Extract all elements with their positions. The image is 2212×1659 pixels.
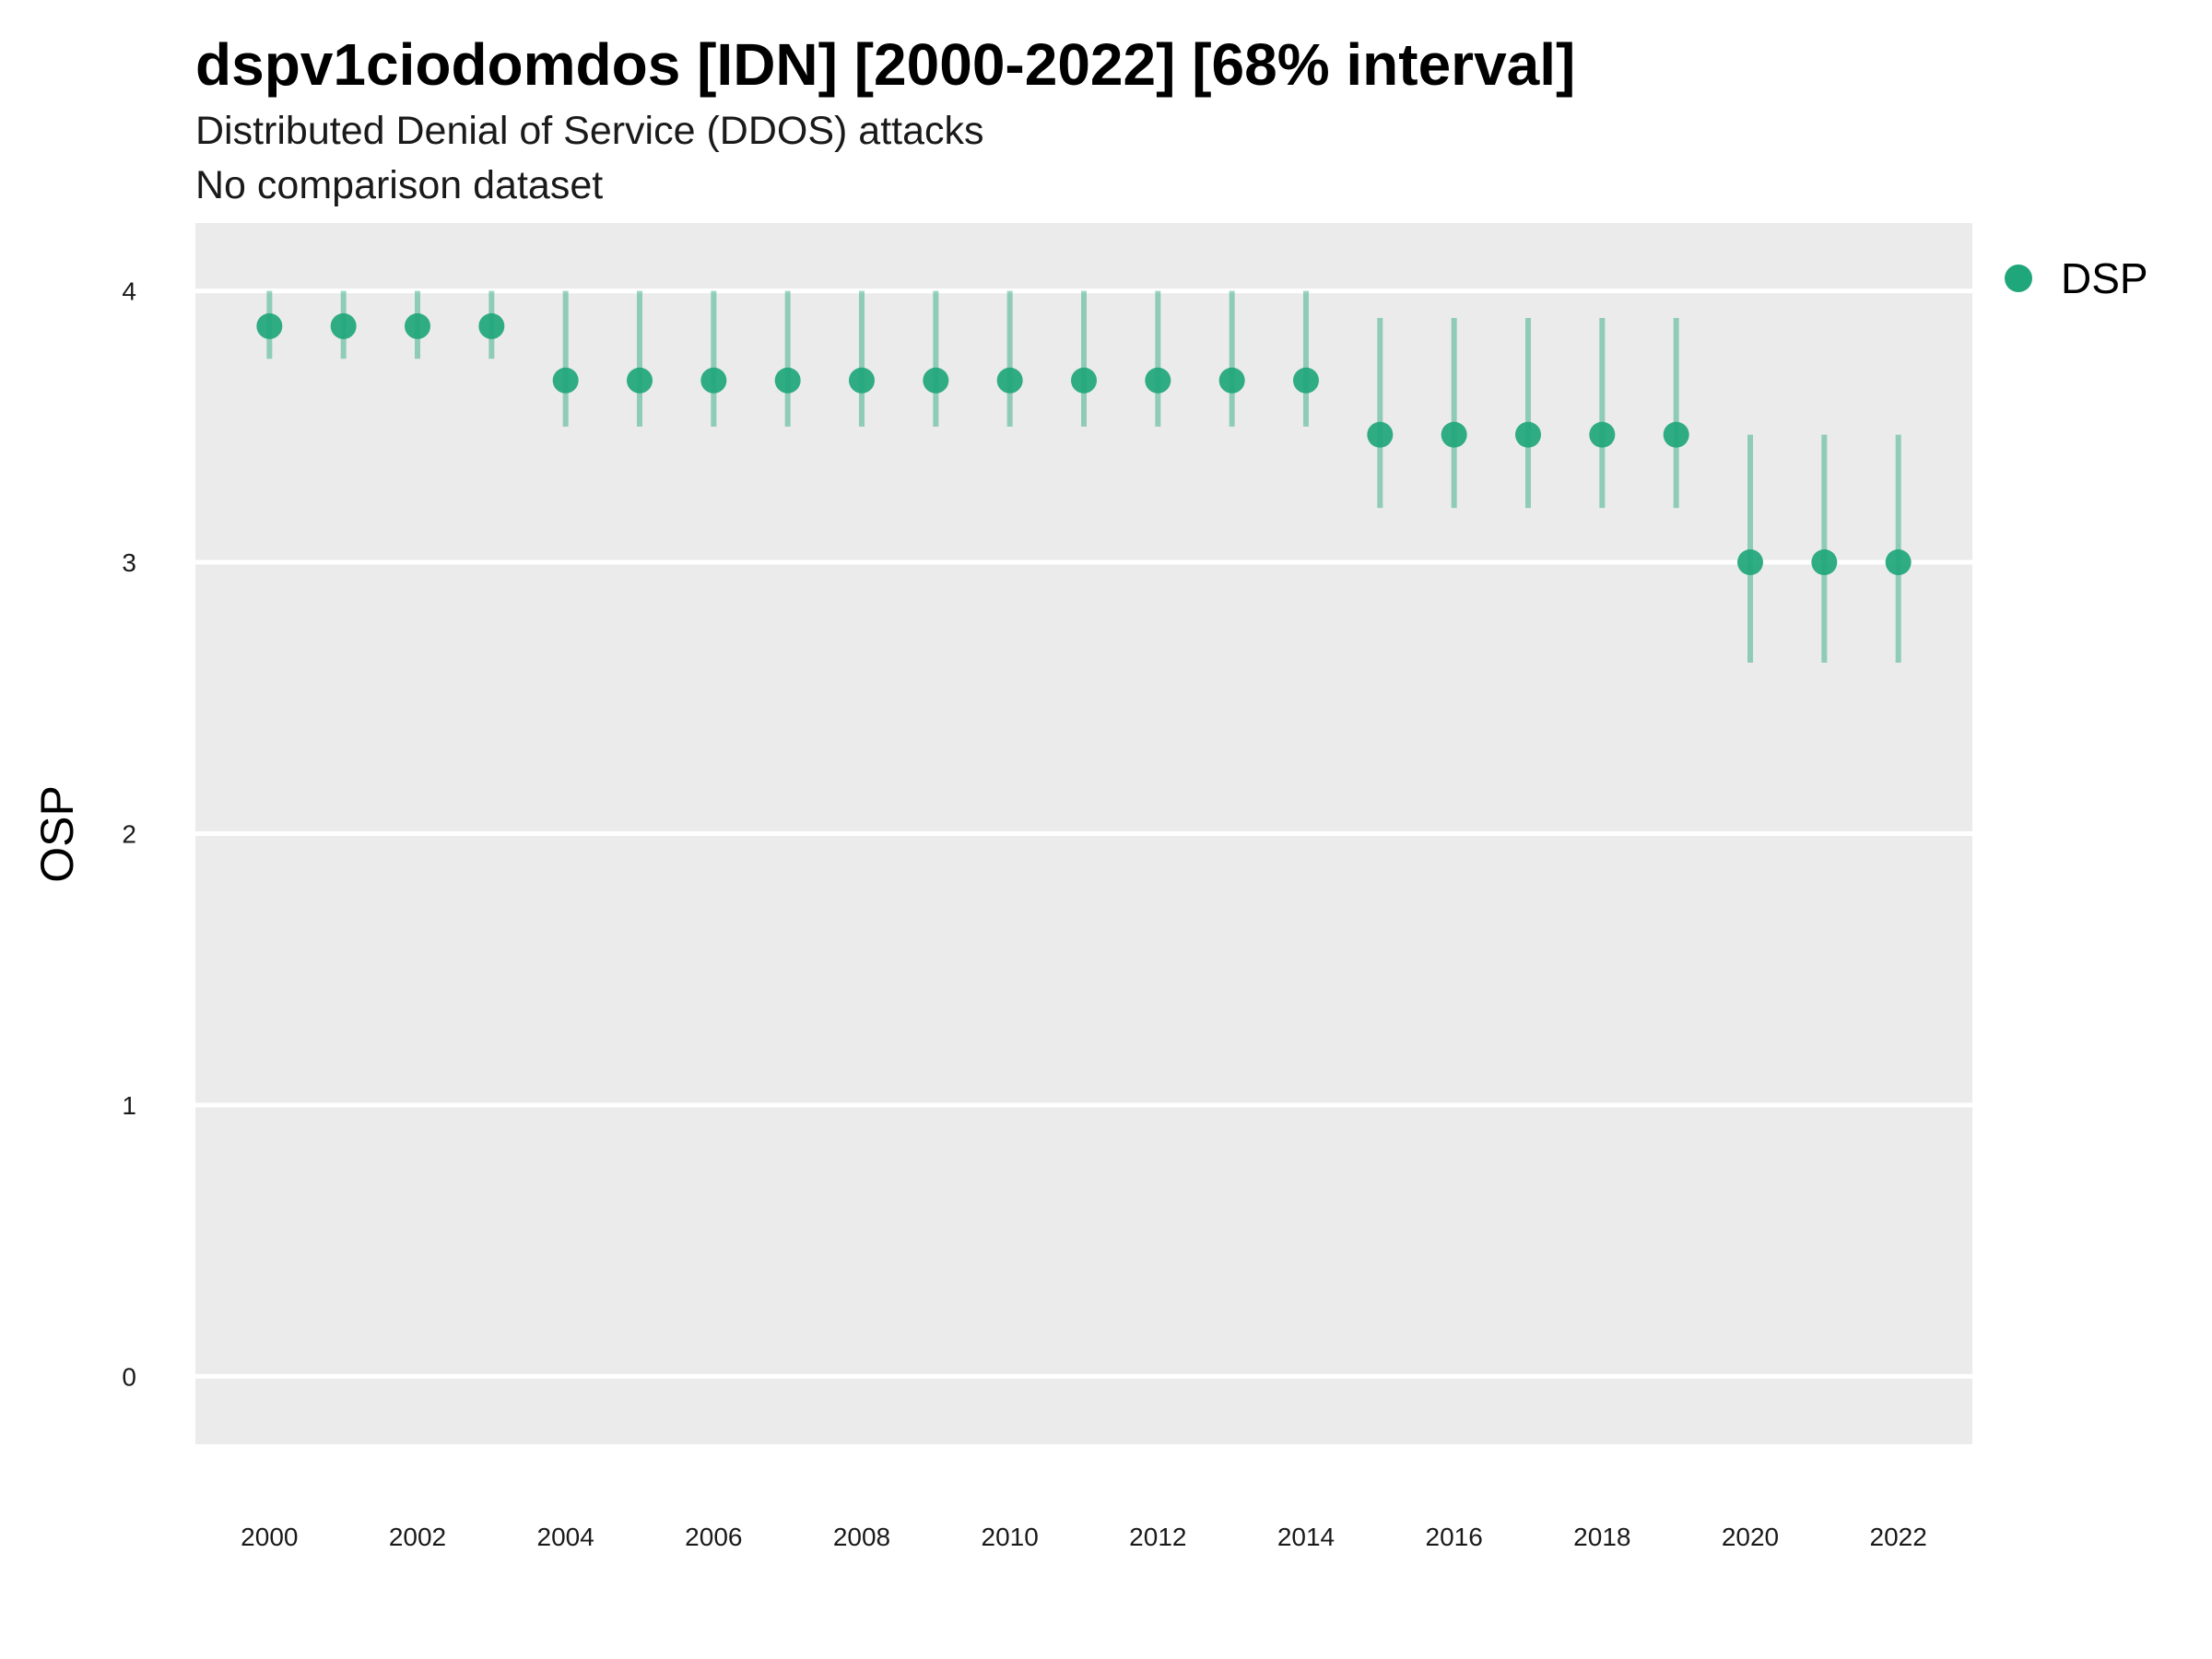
x-tick-label: 2016	[1426, 1523, 1483, 1551]
data-point	[1663, 421, 1689, 448]
x-tick-label: 2000	[241, 1523, 298, 1551]
chart-subtitle: Distributed Denial of Service (DDOS) att…	[195, 109, 984, 153]
data-point	[330, 312, 357, 339]
chart-caption: No comparison dataset	[195, 163, 603, 207]
data-point	[923, 367, 949, 394]
data-point	[774, 367, 801, 394]
data-marks	[256, 290, 1912, 663]
data-point	[1441, 421, 1467, 448]
data-point	[405, 312, 430, 339]
data-point	[1218, 367, 1245, 394]
x-tick-label: 2022	[1870, 1523, 1927, 1551]
y-tick-label: 3	[122, 548, 136, 577]
data-point	[1145, 367, 1171, 394]
data-point	[1367, 421, 1394, 448]
chart-title: dspv1ciodomdos [IDN] [2000-2022] [68% in…	[195, 31, 1575, 98]
y-tick-labels: 0 1 2 3 4	[122, 277, 136, 1392]
y-tick-label: 1	[122, 1091, 136, 1120]
data-point	[1811, 549, 1838, 576]
data-point	[1737, 549, 1763, 576]
data-point	[1515, 421, 1541, 448]
x-tick-label: 2002	[389, 1523, 446, 1551]
gridlines	[195, 288, 1972, 1379]
x-tick-label: 2014	[1277, 1523, 1335, 1551]
x-tick-label: 2010	[982, 1523, 1039, 1551]
x-tick-label: 2012	[1129, 1523, 1186, 1551]
data-point	[256, 312, 283, 339]
x-tick-label: 2008	[833, 1523, 890, 1551]
x-tick-label: 2018	[1573, 1523, 1630, 1551]
data-point	[849, 367, 875, 394]
x-tick-label: 2006	[685, 1523, 742, 1551]
x-tick-labels: 2000 2002 2004 2006 2008 2010 2012 2014 2016 2018…	[241, 1523, 1927, 1551]
data-point	[627, 367, 653, 394]
data-point	[1071, 367, 1097, 394]
legend-label-dsp: DSP	[2061, 254, 2148, 302]
data-point	[478, 312, 505, 339]
data-point	[700, 367, 727, 394]
data-point	[996, 367, 1023, 394]
data-point	[1589, 421, 1616, 448]
y-tick-label: 2	[122, 820, 136, 849]
x-tick-label: 2004	[537, 1523, 594, 1551]
y-tick-label: 4	[122, 277, 136, 306]
x-tick-label: 2020	[1722, 1523, 1779, 1551]
y-axis-label: OSP	[31, 785, 83, 883]
y-tick-label: 0	[122, 1362, 136, 1391]
legend-key-dsp	[2005, 265, 2032, 292]
legend: DSP	[2005, 254, 2148, 302]
data-point	[1293, 367, 1319, 394]
data-point	[1885, 549, 1912, 576]
data-point	[552, 367, 579, 394]
